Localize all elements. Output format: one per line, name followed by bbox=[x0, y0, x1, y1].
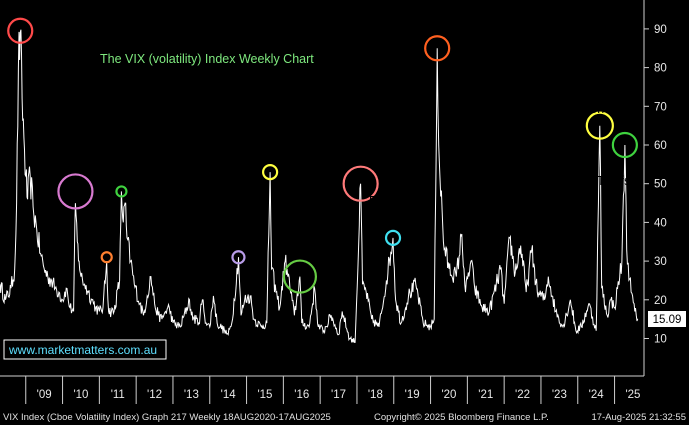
y-tick-label: 60 bbox=[654, 140, 667, 152]
last-value-box bbox=[648, 311, 686, 327]
x-tick-label: '13 bbox=[184, 389, 199, 401]
label-recession-1: Recession bbox=[369, 194, 427, 208]
label-recession-2: fears bbox=[369, 211, 397, 225]
label-boj-1: BOJ hikes rates & bbox=[525, 85, 626, 99]
axes bbox=[0, 0, 645, 377]
footer-right: 17-Aug-2025 21:32:55 bbox=[591, 412, 686, 423]
label-bond-yield-2: and volatility explosion bbox=[294, 145, 419, 159]
event-circle bbox=[611, 131, 638, 159]
x-tick-label: '25 bbox=[625, 389, 640, 401]
event-labels: GFC US Computer Flash Crash US Debt down… bbox=[31, 37, 640, 252]
watermark-text: www.marketmatters.com.au bbox=[8, 343, 157, 357]
y-tick-label: 50 bbox=[654, 179, 667, 191]
chart-title: The VIX (volatility) Index Weekly Chart bbox=[100, 52, 314, 66]
x-tick-label: '21 bbox=[478, 389, 493, 401]
label-gfc: GFC bbox=[31, 37, 57, 51]
event-circles bbox=[7, 17, 638, 294]
event-circle bbox=[100, 251, 113, 264]
label-brexit: BREXIT bbox=[288, 238, 334, 252]
x-tick-label: '19 bbox=[405, 389, 420, 401]
event-circle bbox=[57, 173, 94, 210]
x-tick-label: '24 bbox=[589, 389, 605, 401]
x-tick-label: '17 bbox=[331, 389, 346, 401]
label-china-concerns: China concerns bbox=[204, 139, 291, 153]
x-ticks: '09 '10 '11 '12 '13 '14 '15 '16 '17 '18 '19 '20 '21 '… bbox=[25, 376, 640, 404]
x-tick-label: '12 bbox=[147, 389, 162, 401]
y-tick-label: 80 bbox=[654, 63, 667, 75]
watermark-border bbox=[3, 339, 167, 360]
x-tick-label: '11 bbox=[111, 389, 125, 401]
label-europe-worries: Europe worries bbox=[174, 211, 258, 225]
event-circle bbox=[262, 163, 279, 181]
y-tick-label: 40 bbox=[654, 217, 667, 229]
x-tick-label: '22 bbox=[515, 389, 530, 401]
event-circle bbox=[115, 185, 128, 198]
x-tick-label: '15 bbox=[257, 389, 272, 401]
series-line-vix bbox=[0, 29, 639, 343]
label-japanese-tsunami: Japanese Tsunami bbox=[136, 235, 240, 249]
event-circle bbox=[231, 250, 246, 265]
event-circle bbox=[282, 259, 318, 294]
x-tick-label: '18 bbox=[368, 389, 383, 401]
y-tick-label: 10 bbox=[654, 334, 667, 346]
label-covid: COVID bbox=[372, 39, 412, 53]
event-circle bbox=[342, 165, 379, 202]
label-trumps-tariffs: Trumps Tariffs bbox=[552, 174, 630, 188]
footer: VIX Index (Cboe Volatility Index) Graph … bbox=[3, 412, 686, 423]
y-tick-label: 70 bbox=[654, 101, 667, 113]
y-tick-label: 20 bbox=[654, 295, 667, 307]
footer-center: Copyright© 2025 Bloomberg Finance L.P. bbox=[374, 412, 549, 423]
event-circle bbox=[585, 111, 614, 140]
y-tick-label: 90 bbox=[654, 24, 667, 36]
x-tick-label: '16 bbox=[294, 389, 309, 401]
x-tick-label: '09 bbox=[37, 389, 52, 401]
x-tick-label: '10 bbox=[73, 389, 88, 401]
footer-left: VIX Index (Cboe Volatility Index) Graph … bbox=[3, 412, 331, 423]
y-tick-label: 30 bbox=[654, 256, 667, 268]
label-boj-2: US Recession Fears bbox=[525, 102, 640, 116]
watermark-box: www.marketmatters.com.au bbox=[3, 339, 167, 360]
x-tick-label: '23 bbox=[552, 389, 567, 401]
event-circle bbox=[424, 35, 451, 62]
last-value-text: 15.09 bbox=[653, 314, 682, 326]
label-bond-yield-1: US bond yield concerns bbox=[294, 128, 426, 142]
event-circle bbox=[384, 229, 402, 246]
last-value-badge: 15.09 bbox=[648, 311, 686, 327]
y-ticks: 10 20 30 40 50 60 70 80 90 bbox=[644, 24, 667, 346]
label-flash-crash: US Computer Flash Crash bbox=[39, 149, 186, 163]
label-debt-downgrade: US Debt downgrade bbox=[125, 171, 238, 185]
x-tick-label: '14 bbox=[221, 389, 237, 401]
event-circle bbox=[7, 17, 34, 44]
x-tick-label: '20 bbox=[441, 389, 456, 401]
